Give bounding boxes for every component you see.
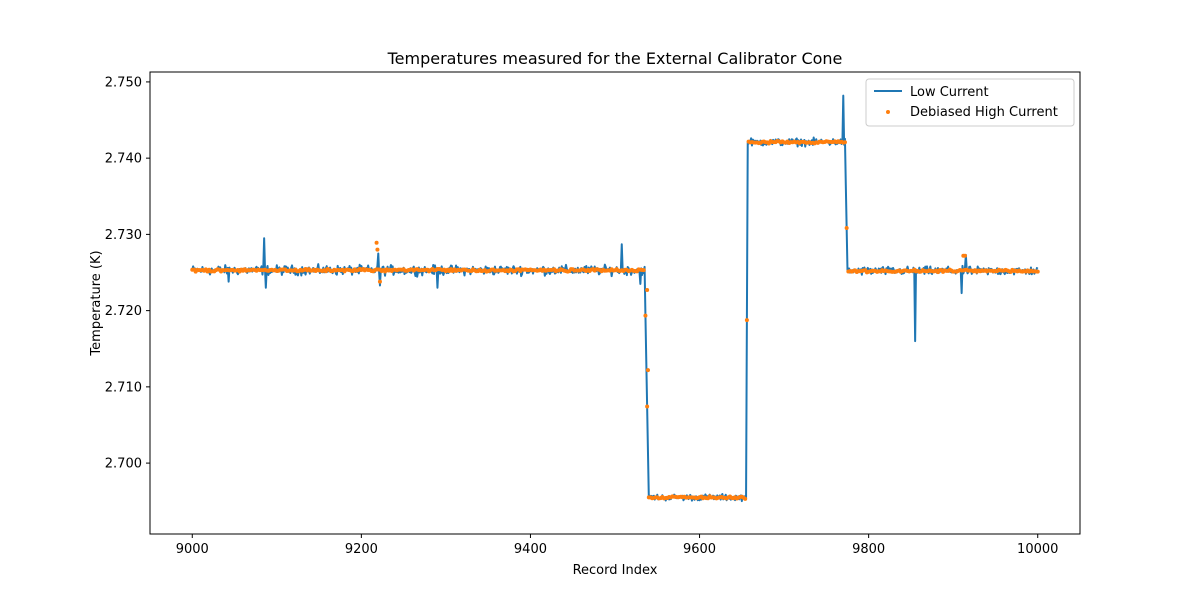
x-tick-label: 9800 bbox=[852, 542, 885, 557]
debiased-high-current-series bbox=[190, 138, 1040, 501]
x-tick-label: 9000 bbox=[176, 542, 209, 557]
scatter-point bbox=[375, 247, 380, 252]
scatter-point bbox=[641, 268, 646, 273]
plot-area bbox=[190, 94, 1040, 503]
scatter-point bbox=[643, 313, 648, 318]
scatter-point bbox=[743, 496, 748, 501]
x-axis-ticks: 9000 9200 9400 9600 9800 10000 bbox=[176, 534, 1058, 557]
scatter-point bbox=[744, 318, 749, 323]
legend-box bbox=[865, 78, 1075, 127]
x-tick-label: 9400 bbox=[514, 542, 547, 557]
legend-label-low-current: Low Current bbox=[910, 85, 989, 100]
y-axis-label: Temperature (K) bbox=[89, 250, 104, 356]
scatter-point bbox=[645, 288, 650, 293]
scatter-point bbox=[844, 226, 849, 231]
scatter-point bbox=[645, 404, 650, 409]
y-tick-label: 2.700 bbox=[105, 457, 142, 472]
series-layer bbox=[190, 94, 1040, 503]
x-tick-label: 9600 bbox=[683, 542, 716, 557]
scatter-point bbox=[374, 240, 379, 245]
y-tick-label: 2.740 bbox=[105, 152, 142, 167]
x-axis-label: Record Index bbox=[573, 563, 658, 578]
x-tick-label: 9200 bbox=[345, 542, 378, 557]
scatter-point bbox=[377, 279, 382, 284]
y-tick-label: 2.720 bbox=[105, 304, 142, 319]
scatter-point bbox=[645, 368, 650, 373]
scatter-point bbox=[1035, 269, 1040, 274]
legend-label-debiased-high-current: Debiased High Current bbox=[910, 105, 1058, 120]
scatter-point bbox=[842, 140, 847, 145]
axes-frame bbox=[149, 71, 1081, 535]
chart-title: Temperatures measured for the External C… bbox=[387, 49, 843, 68]
x-tick-label: 10000 bbox=[1017, 542, 1058, 557]
y-tick-label: 2.710 bbox=[105, 380, 142, 395]
y-tick-label: 2.730 bbox=[105, 228, 142, 243]
y-axis-ticks: 2.700 2.710 2.720 2.730 2.740 2.750 bbox=[105, 75, 150, 472]
y-tick-label: 2.750 bbox=[105, 75, 142, 90]
legend: Low Current Debiased High Current bbox=[865, 78, 1075, 127]
scatter-point bbox=[963, 253, 968, 258]
legend-swatch-debiased-high-current bbox=[886, 110, 890, 114]
